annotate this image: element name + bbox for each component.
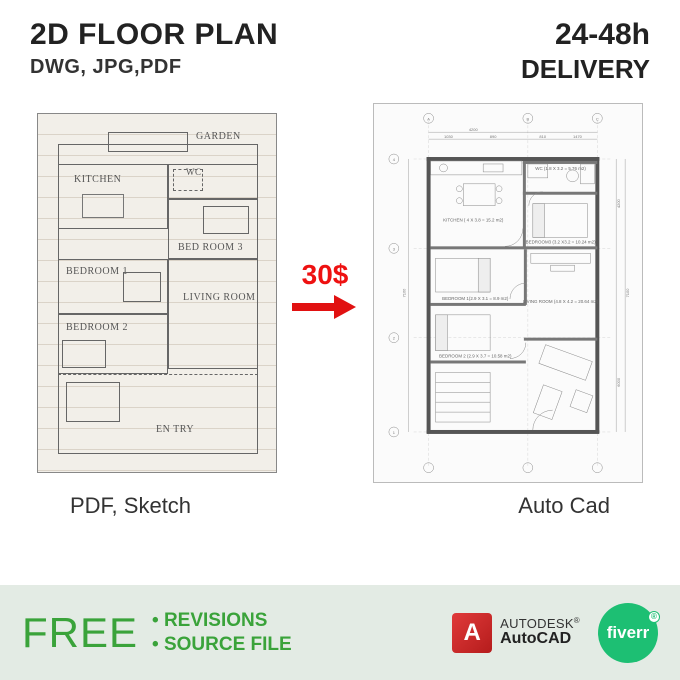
fiverr-logo: fiverr ® bbox=[598, 603, 658, 663]
autocad-mark-icon: A bbox=[452, 613, 492, 653]
cad-label-kitchen: KITCHEN ( 4 X 3.8 = 15.2 m2) bbox=[443, 218, 504, 223]
header-right: 24-48h DELIVERY bbox=[521, 18, 650, 85]
sketch-entry-block bbox=[66, 382, 120, 422]
grid-a: A bbox=[427, 116, 430, 121]
fiverr-reg-icon: ® bbox=[648, 611, 660, 623]
cad-label-wc: WC (1.8 X 3.2 = 5.76 m2) bbox=[535, 166, 586, 171]
autocad-logo: A AUTODESK® AutoCAD bbox=[452, 613, 580, 653]
svg-text:4200: 4200 bbox=[616, 198, 621, 208]
price-value: 30$ bbox=[302, 259, 349, 291]
sketch-label-kitchen: KITCHEN bbox=[74, 174, 121, 185]
grid-b: B bbox=[527, 116, 530, 121]
free-bullets: REVISIONS SOURCE FILE bbox=[152, 610, 292, 656]
grid-3: 3 bbox=[393, 246, 396, 251]
autocad-product: AutoCAD bbox=[500, 631, 580, 648]
bullet-revisions: REVISIONS bbox=[152, 610, 292, 632]
cad-label-living: LIVING ROOM (4.8 X 4.2 = 20.64 m2) bbox=[523, 299, 599, 304]
cad-panel: A B C 4 3 2 1 4200 1030 890 810 1470 710… bbox=[373, 103, 643, 483]
sketch-bed1-bed bbox=[123, 272, 161, 302]
sketch-bed2-bed bbox=[62, 340, 106, 368]
svg-text:4200: 4200 bbox=[469, 127, 479, 132]
sketch-label-living: LIVING ROOM bbox=[183, 292, 255, 303]
svg-text:1030: 1030 bbox=[444, 134, 454, 139]
svg-text:7100: 7100 bbox=[402, 288, 407, 298]
sketch-label-bed1: BEDROOM 1 bbox=[66, 266, 128, 277]
sketch-living bbox=[168, 259, 258, 369]
header: 2D FLOOR PLAN DWG, JPG,PDF 24-48h DELIVE… bbox=[0, 0, 680, 93]
caption-right: Auto Cad bbox=[518, 493, 610, 519]
page-subtitle: DWG, JPG,PDF bbox=[30, 56, 278, 79]
sketch-label-entry: EN TRY bbox=[156, 424, 194, 435]
captions-row: PDF, Sketch Auto Cad bbox=[0, 487, 680, 523]
logos: A AUTODESK® AutoCAD fiverr ® bbox=[452, 603, 658, 663]
arrow-right-icon bbox=[290, 291, 360, 328]
sketch-panel: GARDEN KITCHEN WC BED ROOM 3 BEDROOM 1 L… bbox=[37, 113, 277, 473]
cad-label-bed2: BEDROOM 2 (2.9 X 3.7 = 10.58 m2) bbox=[439, 354, 512, 359]
free-label: FREE bbox=[22, 609, 138, 657]
sketch-label-bed2: BEDROOM 2 bbox=[66, 322, 128, 333]
svg-text:6000: 6000 bbox=[616, 377, 621, 387]
grid-c: C bbox=[596, 116, 599, 121]
caption-left: PDF, Sketch bbox=[70, 493, 191, 519]
sketch-label-garden: GARDEN bbox=[196, 131, 241, 142]
sketch-table bbox=[82, 194, 124, 218]
autocad-brand: AUTODESK® bbox=[500, 617, 580, 631]
main-comparison: GARDEN KITCHEN WC BED ROOM 3 BEDROOM 1 L… bbox=[0, 93, 680, 487]
fiverr-label: fiverr bbox=[607, 623, 650, 643]
footer-bar: FREE REVISIONS SOURCE FILE A AUTODESK® A… bbox=[0, 585, 680, 680]
cad-label-bed1: BEDROOM 1(2.9 X 3.1 = 8.9 m2) bbox=[442, 296, 509, 301]
svg-text:1470: 1470 bbox=[573, 134, 583, 139]
delivery-label: DELIVERY bbox=[521, 54, 650, 85]
header-left: 2D FLOOR PLAN DWG, JPG,PDF bbox=[30, 18, 278, 85]
page-title: 2D FLOOR PLAN bbox=[30, 18, 278, 52]
svg-text:7100: 7100 bbox=[625, 288, 630, 298]
svg-text:890: 890 bbox=[490, 134, 497, 139]
autocad-text: AUTODESK® AutoCAD bbox=[500, 617, 580, 647]
sketch-garden-box bbox=[108, 132, 188, 152]
bullet-source: SOURCE FILE bbox=[152, 634, 292, 656]
cad-label-bed3: BEDROOM3 (3.2 X3.2 = 10.24 m2) bbox=[526, 239, 596, 244]
delivery-time: 24-48h bbox=[521, 18, 650, 52]
grid-1: 1 bbox=[393, 430, 396, 435]
grid-4: 4 bbox=[393, 157, 396, 162]
price-arrow: 30$ bbox=[285, 259, 365, 328]
sketch-label-bed3: BED ROOM 3 bbox=[178, 242, 243, 253]
sketch-wc-fixture bbox=[173, 169, 203, 191]
svg-text:810: 810 bbox=[539, 134, 546, 139]
cad-drawing: A B C 4 3 2 1 4200 1030 890 810 1470 710… bbox=[374, 104, 642, 482]
sketch-bed3-bed bbox=[203, 206, 249, 234]
grid-2: 2 bbox=[393, 336, 395, 341]
